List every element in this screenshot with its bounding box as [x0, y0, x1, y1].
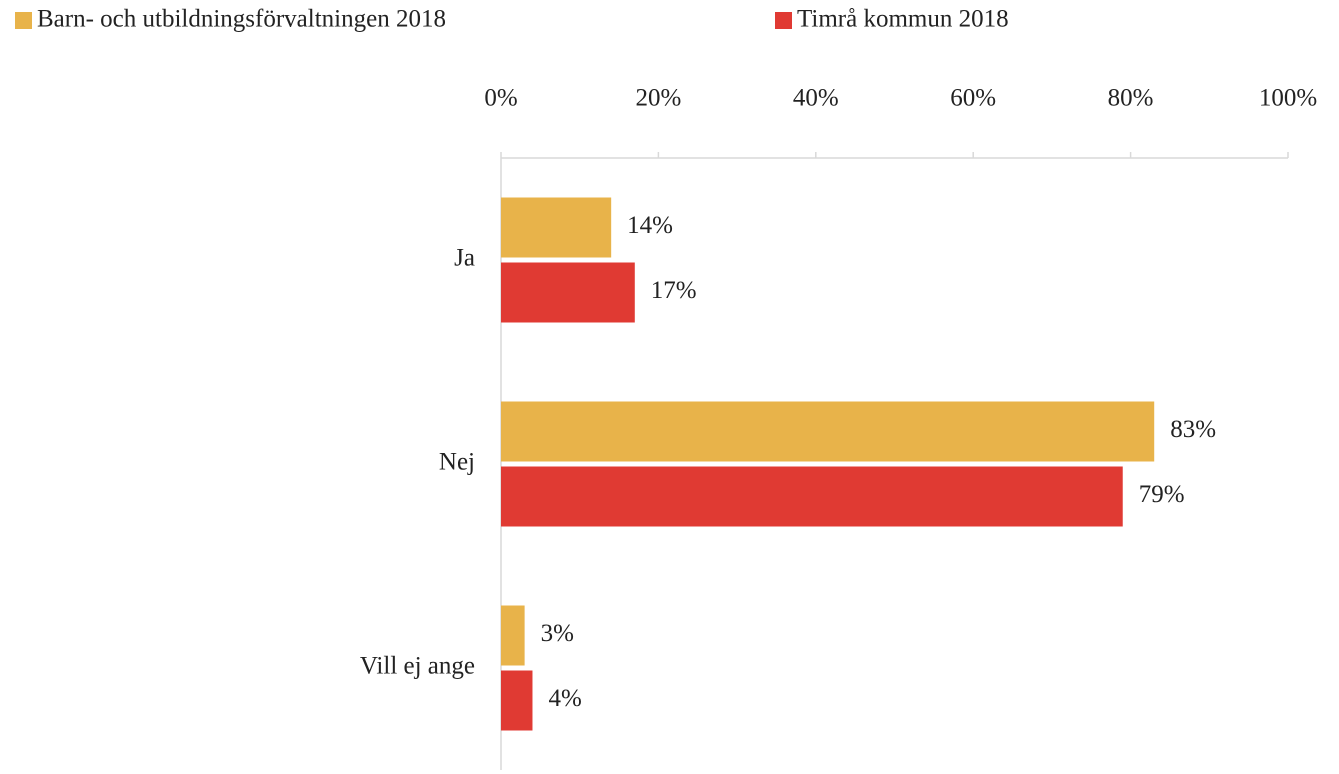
- legend-swatch: [15, 12, 32, 29]
- value-label: 79%: [1139, 481, 1185, 508]
- bar: [501, 401, 1155, 462]
- x-tick-label: 0%: [484, 85, 517, 112]
- bar: [501, 466, 1123, 527]
- bar: [501, 605, 525, 666]
- y-tick-label: Nej: [439, 449, 475, 476]
- value-label: 3%: [541, 620, 574, 647]
- x-tick-label: 40%: [793, 85, 839, 112]
- x-tick-label: 20%: [635, 85, 681, 112]
- value-label: 17%: [651, 277, 697, 304]
- y-tick-label: Vill ej ange: [360, 653, 475, 680]
- value-label: 4%: [548, 685, 581, 712]
- bar: [501, 197, 612, 258]
- x-tick-label: 80%: [1108, 85, 1154, 112]
- legend-label: Timrå kommun 2018: [797, 6, 1009, 33]
- x-tick-label: 100%: [1259, 85, 1317, 112]
- value-label: 14%: [627, 212, 673, 239]
- bar: [501, 262, 635, 323]
- x-tick-label: 60%: [950, 85, 996, 112]
- legend-label: Barn- och utbildningsförvaltningen 2018: [37, 6, 446, 33]
- value-label: 83%: [1170, 416, 1216, 443]
- bar: [501, 670, 533, 731]
- legend-swatch: [775, 12, 792, 29]
- y-tick-label: Ja: [454, 245, 475, 272]
